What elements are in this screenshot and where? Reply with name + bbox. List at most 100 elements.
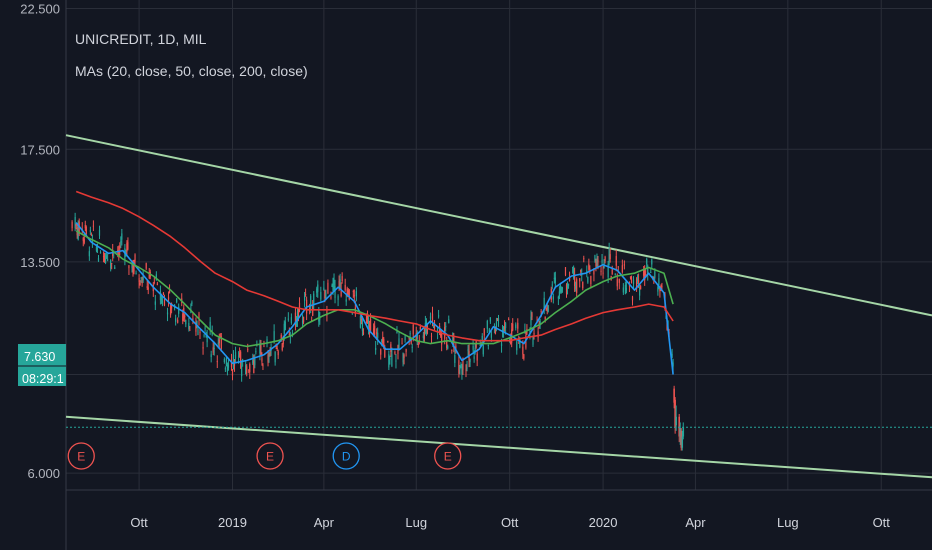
candle-body bbox=[362, 332, 365, 334]
event-marker-d[interactable]: D bbox=[332, 442, 360, 470]
candle-body bbox=[302, 316, 305, 323]
candle-body bbox=[595, 260, 597, 267]
candle-body bbox=[628, 285, 631, 287]
candle-body bbox=[557, 296, 559, 299]
candle-body bbox=[512, 323, 514, 331]
time-tick-label: Apr bbox=[314, 515, 335, 530]
candle-body bbox=[650, 272, 652, 274]
candle-body bbox=[303, 296, 306, 301]
candle-body bbox=[320, 291, 322, 300]
candle-body bbox=[161, 300, 164, 305]
candle-body bbox=[615, 256, 617, 266]
candle-body bbox=[177, 319, 179, 323]
candle-body bbox=[89, 230, 91, 232]
candle-body bbox=[640, 286, 642, 290]
candle-body bbox=[170, 303, 173, 309]
candle-body bbox=[545, 308, 547, 311]
event-marker-e[interactable]: E bbox=[434, 442, 462, 470]
legend-symbol[interactable]: UNICREDIT, 1D, MIL bbox=[75, 31, 207, 47]
event-marker-label: E bbox=[77, 450, 85, 464]
candle-body bbox=[431, 313, 434, 322]
candle-body bbox=[361, 322, 364, 332]
candle-body bbox=[91, 239, 93, 242]
time-axis[interactable]: Ott 2019 Apr Lug Ott 2020 Apr Lug Ott bbox=[130, 515, 890, 530]
candle-body bbox=[497, 317, 500, 321]
time-tick-label: Lug bbox=[777, 515, 799, 530]
candle-body bbox=[625, 287, 628, 291]
ma-line-ma200 bbox=[75, 190, 674, 342]
candle-body bbox=[601, 259, 603, 263]
legend-indicator[interactable]: MAs (20, close, 50, close, 200, close) bbox=[75, 63, 308, 79]
candle-body bbox=[593, 269, 595, 275]
candle-body bbox=[359, 316, 362, 328]
price-badge: 7.630 08:29:1 bbox=[18, 344, 66, 386]
candle-body bbox=[90, 234, 92, 236]
candle-body bbox=[454, 355, 456, 363]
candle-body bbox=[134, 254, 136, 262]
candle-body bbox=[380, 349, 382, 355]
candle-body bbox=[472, 346, 474, 350]
candle-body bbox=[319, 317, 321, 320]
candle-body bbox=[232, 355, 235, 364]
candle-body bbox=[458, 360, 460, 374]
bar-countdown-label: 08:29:1 bbox=[22, 372, 64, 386]
candle-body bbox=[488, 329, 490, 333]
candle-body bbox=[473, 356, 475, 359]
candle-body bbox=[248, 370, 250, 372]
candle-body bbox=[573, 268, 575, 278]
candle-body bbox=[126, 242, 128, 253]
candle-body bbox=[522, 346, 524, 355]
candle-body bbox=[460, 364, 462, 366]
candle-body bbox=[192, 318, 194, 322]
event-marker-label: E bbox=[266, 450, 274, 464]
candle-body bbox=[111, 263, 113, 265]
candle-body bbox=[326, 309, 328, 316]
candle-body bbox=[223, 359, 225, 363]
candle-body bbox=[120, 241, 122, 243]
ma-line-ma50 bbox=[75, 230, 674, 348]
candle-body bbox=[398, 338, 400, 351]
candle-body bbox=[121, 233, 123, 240]
candle-body bbox=[611, 269, 613, 275]
legend: UNICREDIT, 1D, MIL MAs (20, close, 50, c… bbox=[75, 31, 308, 79]
candle-body bbox=[283, 323, 285, 334]
candle-body bbox=[608, 248, 610, 262]
candle-body bbox=[474, 347, 476, 351]
candle-body bbox=[114, 267, 116, 269]
candle-body bbox=[184, 315, 186, 317]
candle-body bbox=[210, 354, 212, 358]
candle-body bbox=[331, 284, 333, 288]
candle-body bbox=[476, 353, 478, 361]
candle-body bbox=[127, 242, 129, 250]
candle-body bbox=[423, 329, 425, 339]
candle-body bbox=[533, 332, 535, 335]
candle-body bbox=[325, 292, 327, 298]
candle-body bbox=[446, 341, 448, 348]
candle-body bbox=[532, 335, 534, 345]
candle-body bbox=[494, 326, 497, 334]
event-marker-e[interactable]: E bbox=[256, 442, 284, 470]
candle-body bbox=[367, 318, 370, 329]
candle-body bbox=[276, 348, 278, 350]
candle-body bbox=[162, 292, 165, 296]
event-marker-circle bbox=[332, 442, 360, 470]
candle-body bbox=[447, 346, 449, 349]
candle-body bbox=[332, 283, 334, 291]
candle-body bbox=[348, 289, 350, 300]
candle-body bbox=[377, 332, 379, 339]
candle-body bbox=[681, 436, 684, 448]
candle-body bbox=[175, 318, 177, 322]
candle-body bbox=[110, 259, 112, 269]
candle-body bbox=[523, 354, 525, 359]
candle-body bbox=[119, 245, 121, 249]
candle-body bbox=[341, 276, 343, 282]
candle-body bbox=[159, 291, 162, 301]
candle-body bbox=[489, 317, 491, 322]
candle-body bbox=[387, 340, 389, 342]
event-marker-e[interactable]: E bbox=[67, 442, 95, 470]
candle-body bbox=[273, 331, 275, 343]
candle-body bbox=[118, 251, 120, 257]
candle-body bbox=[166, 312, 169, 315]
candle-body bbox=[373, 328, 375, 337]
